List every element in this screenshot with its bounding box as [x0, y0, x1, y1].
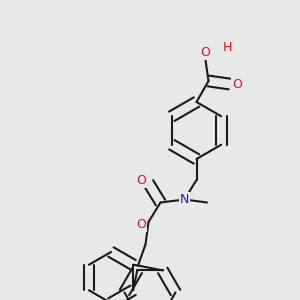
Text: O: O [232, 77, 242, 91]
Text: N: N [180, 193, 189, 206]
Text: O: O [136, 218, 146, 231]
Text: H: H [223, 41, 232, 55]
Text: O: O [136, 173, 146, 187]
Text: O: O [201, 46, 210, 59]
